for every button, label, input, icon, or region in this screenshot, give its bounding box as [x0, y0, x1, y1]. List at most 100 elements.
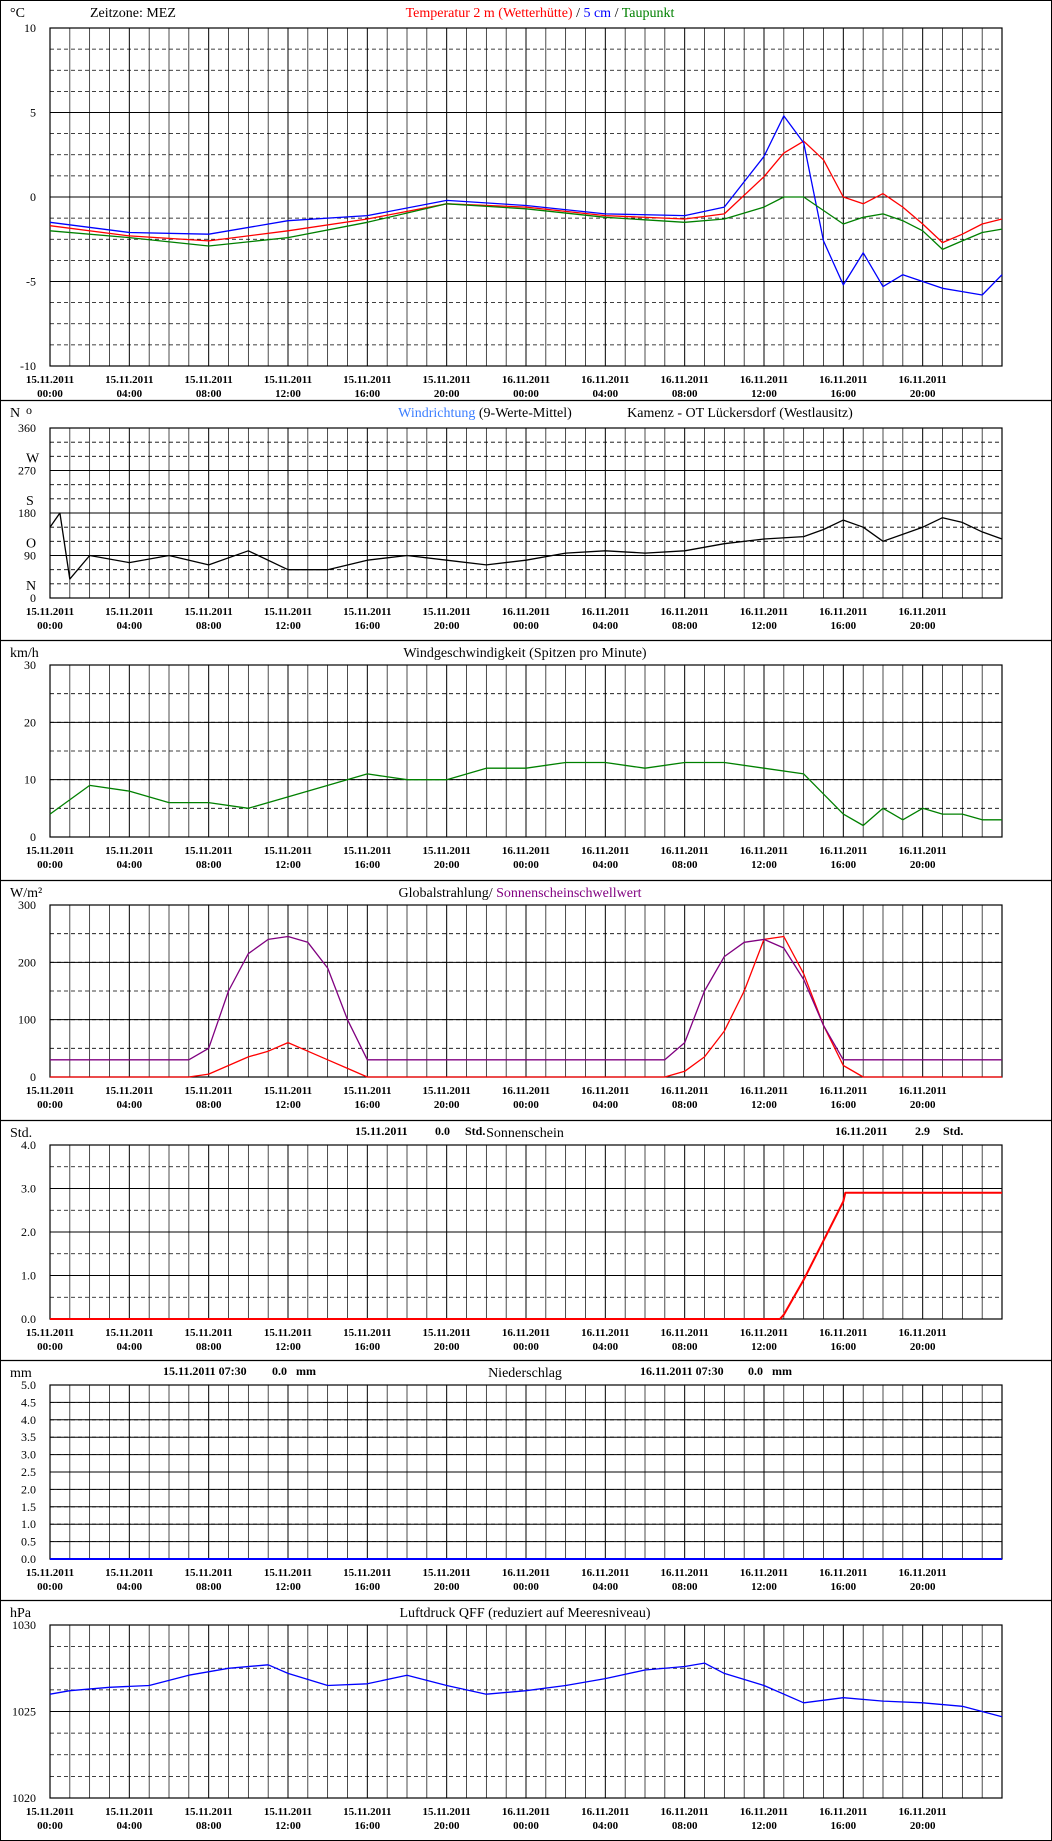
- x-tick-time: 12:00: [751, 620, 777, 632]
- panel-sunshine: 4.03.02.01.00.015.11.201100:0015.11.2011…: [0, 1119, 1052, 1353]
- x-tick-time: 08:00: [196, 1820, 222, 1832]
- grid: [49, 904, 1003, 1078]
- chart-title-part: /: [573, 6, 584, 21]
- y-tick-label: 0.0: [21, 1552, 36, 1566]
- x-tick-time: 16:00: [354, 1099, 380, 1111]
- x-tick-time: 08:00: [672, 1341, 698, 1353]
- x-tick-date: 16.11.2011: [661, 1085, 709, 1097]
- series-line-temperature-2: [49, 196, 1003, 251]
- x-tick-date: 16.11.2011: [740, 1806, 788, 1818]
- series-group: [49, 761, 1002, 827]
- chart-title-part: (9-Werte-Mittel): [475, 406, 572, 421]
- y-unit-label: hPa: [10, 1606, 32, 1621]
- x-tick-date: 15.11.2011: [105, 606, 153, 618]
- x-tick-time: 16:00: [354, 1820, 380, 1832]
- x-tick-time: 20:00: [910, 859, 936, 871]
- x-tick-time: 08:00: [196, 859, 222, 871]
- x-tick-date: 16.11.2011: [819, 606, 867, 618]
- x-tick-date: 16.11.2011: [502, 606, 550, 618]
- series-group: [49, 512, 1003, 580]
- chart-title-part: Globalstrahlung/: [398, 886, 492, 901]
- y-unit-label: °C: [10, 6, 25, 21]
- grid: [49, 1384, 1003, 1560]
- x-tick-time: 16:00: [830, 1099, 856, 1111]
- x-tick-time: 12:00: [751, 1341, 777, 1353]
- chart-title: Niederschlag: [488, 1366, 562, 1381]
- x-tick-time: 00:00: [37, 1341, 63, 1353]
- x-tick-date: 16.11.2011: [899, 374, 947, 386]
- chart-title: Luftdruck QFF (reduziert auf Meeresnivea…: [399, 1606, 650, 1621]
- x-tick-date: 16.11.2011: [899, 1327, 947, 1339]
- x-tick-time: 00:00: [513, 1099, 539, 1111]
- x-tick-time: 16:00: [354, 1581, 380, 1593]
- y-unit-degree: o: [26, 403, 32, 417]
- x-tick-date: 16.11.2011: [502, 1327, 550, 1339]
- x-tick-time: 00:00: [513, 1341, 539, 1353]
- panel-temperature: 1050-5-1015.11.201100:0015.11.201104:001…: [10, 6, 1003, 400]
- x-tick-date: 15.11.2011: [343, 374, 391, 386]
- panel-pressure: 10301025102015.11.201100:0015.11.201104:…: [0, 1599, 1052, 1832]
- y-tick-label: 3.5: [21, 1430, 36, 1444]
- x-tick-date: 15.11.2011: [26, 845, 74, 857]
- x-tick-date: 15.11.2011: [185, 1806, 233, 1818]
- y-tick-label: 1030: [12, 1618, 36, 1632]
- series-line-radiation-1: [50, 935, 1002, 1061]
- x-tick-time: 20:00: [434, 1099, 460, 1111]
- x-tick-date: 16.11.2011: [819, 1327, 867, 1339]
- x-tick-time: 04:00: [116, 859, 142, 871]
- x-tick-time: 16:00: [830, 1341, 856, 1353]
- x-tick-time: 04:00: [592, 388, 618, 400]
- x-tick-date: 16.11.2011: [661, 606, 709, 618]
- x-tick-time: 04:00: [116, 620, 142, 632]
- x-tick-time: 04:00: [116, 1581, 142, 1593]
- x-tick-date: 15.11.2011: [423, 1806, 471, 1818]
- panel-wind_speed: 302010015.11.201100:0015.11.201104:0015.…: [0, 639, 1052, 871]
- summary-right-date: 16.11.2011 07:30: [640, 1364, 724, 1378]
- y-unit-label: km/h: [10, 646, 39, 661]
- x-tick-time: 08:00: [196, 620, 222, 632]
- plot-frame: [49, 664, 1003, 838]
- x-tick-time: 04:00: [592, 620, 618, 632]
- summary-left-value: 0.0: [435, 1124, 450, 1138]
- x-tick-time: 20:00: [434, 1820, 460, 1832]
- series-line-wind_speed-0: [49, 761, 1002, 827]
- x-tick-time: 08:00: [672, 1099, 698, 1111]
- x-tick-time: 16:00: [830, 1820, 856, 1832]
- y-unit-label: Std.: [10, 1126, 32, 1141]
- y-tick-label: 1020: [12, 1791, 36, 1805]
- compass-label: W: [26, 452, 40, 467]
- x-tick-date: 16.11.2011: [740, 1327, 788, 1339]
- x-tick-time: 00:00: [37, 388, 63, 400]
- grid: [49, 427, 1003, 599]
- chart-title-part: Taupunkt: [622, 6, 675, 21]
- y-tick-label: 270: [18, 464, 36, 478]
- summary-left-date: 15.11.2011: [355, 1124, 408, 1138]
- chart-title-part: /: [611, 6, 622, 21]
- x-tick-date: 16.11.2011: [899, 1085, 947, 1097]
- x-tick-date: 16.11.2011: [502, 374, 550, 386]
- x-tick-time: 12:00: [751, 388, 777, 400]
- y-tick-label: 4.0: [21, 1413, 36, 1427]
- x-tick-date: 16.11.2011: [581, 1085, 629, 1097]
- series-line-sunshine-0: [50, 1191, 1002, 1320]
- x-tick-date: 16.11.2011: [899, 606, 947, 618]
- x-tick-time: 04:00: [592, 1099, 618, 1111]
- x-tick-date: 15.11.2011: [185, 1085, 233, 1097]
- x-tick-date: 15.11.2011: [264, 1085, 312, 1097]
- plot-frame: [49, 1624, 1003, 1799]
- chart-title-part: 5 cm: [583, 6, 611, 21]
- x-tick-time: 12:00: [275, 388, 301, 400]
- x-tick-time: 16:00: [354, 388, 380, 400]
- x-tick-time: 04:00: [116, 388, 142, 400]
- x-tick-time: 08:00: [196, 1581, 222, 1593]
- x-tick-date: 15.11.2011: [105, 1085, 153, 1097]
- x-tick-time: 00:00: [37, 859, 63, 871]
- x-tick-date: 15.11.2011: [185, 606, 233, 618]
- x-tick-date: 15.11.2011: [264, 606, 312, 618]
- chart-title-part: Sonnenscheinschwellwert: [493, 886, 642, 901]
- summary-left-unit: Std.: [465, 1124, 485, 1138]
- y-tick-label: -10: [20, 359, 36, 373]
- y-tick-label: 10: [24, 773, 36, 787]
- x-tick-date: 15.11.2011: [343, 1085, 391, 1097]
- chart-title-part: Temperatur 2 m (Wetterhütte): [406, 6, 573, 21]
